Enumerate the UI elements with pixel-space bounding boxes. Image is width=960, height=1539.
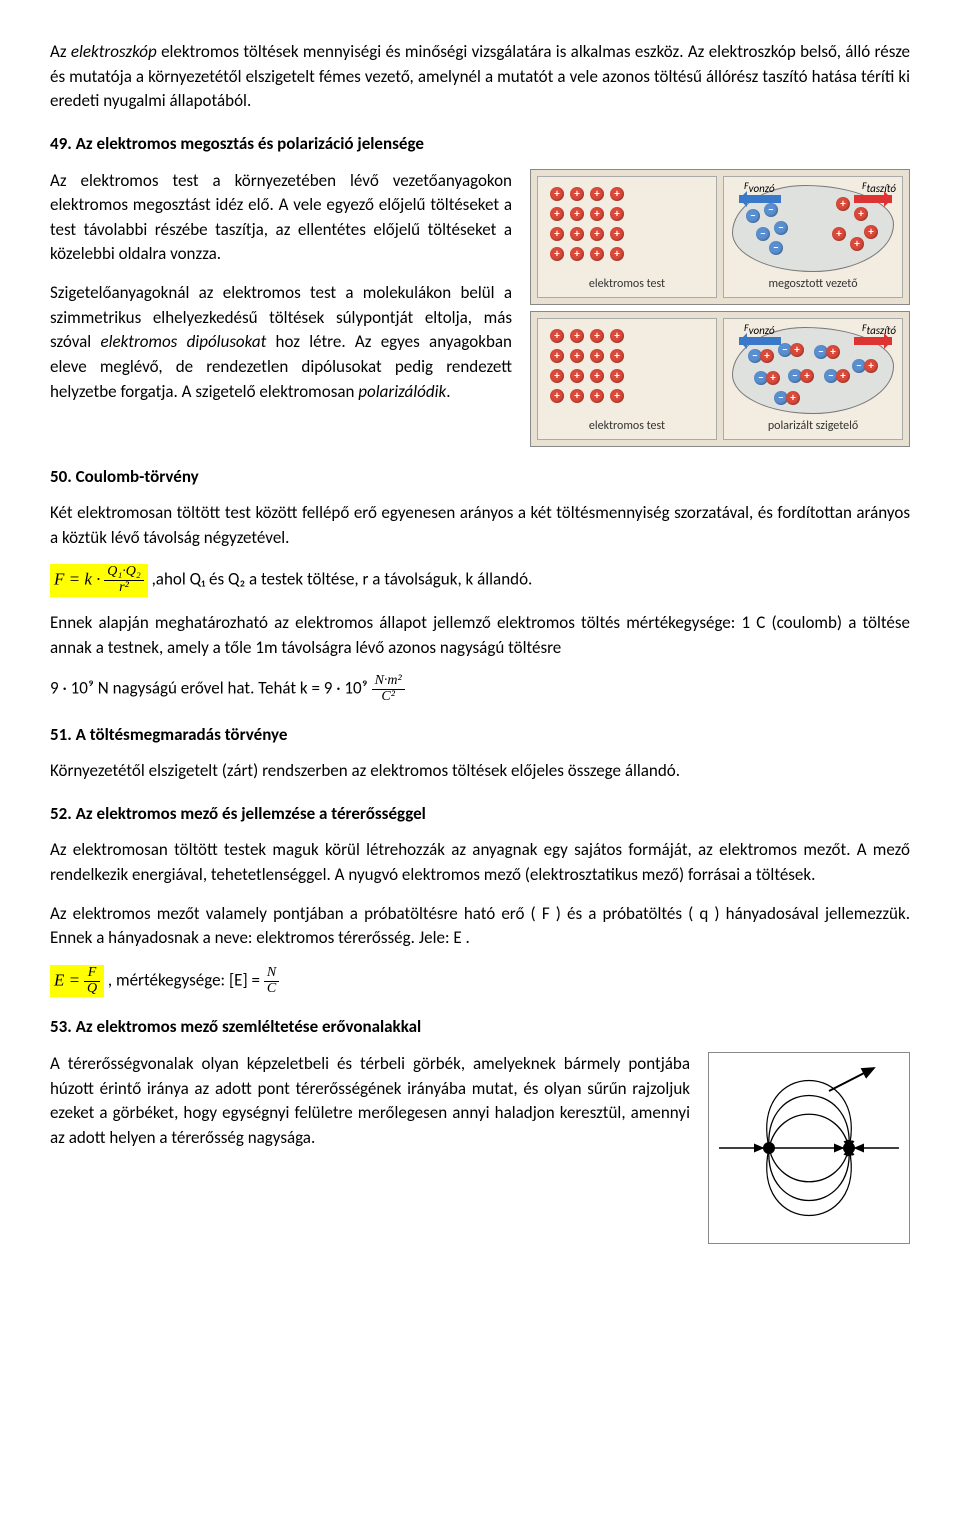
intro-paragraph: Az elektroszkóp elektromos töltések menn… — [50, 40, 910, 114]
heading-50: 50. Coulomb-törvény — [50, 465, 910, 490]
s51-p1: Környezetétől elszigetelt (zárt) rendsze… — [50, 759, 910, 784]
s53-p1: A térerősségvonalak olyan képzeletbeli é… — [50, 1052, 690, 1151]
s52-p2: Az elektromos mezőt valamely pontjában a… — [50, 902, 910, 951]
fig49-bot-left: + + + + + + + + + + + + + + + + elektrom — [537, 318, 717, 440]
s52-formula-line: E = FQ , mértékegysége: [E] = NC — [50, 965, 910, 997]
efield-formula: E = FQ — [50, 965, 104, 997]
italic-elektroszkop: elektroszkóp — [71, 41, 157, 62]
s50-p4: 9 · 10⁹ N nagyságú erővel hat. Tehát k =… — [50, 674, 910, 704]
s50-p3: Ennek alapján meghatározható az elektrom… — [50, 611, 910, 660]
heading-49: 49. Az elektromos megosztás és polarizác… — [50, 132, 910, 157]
coulomb-formula: F = k · Q₁·Q₂r² — [50, 564, 148, 596]
heading-52: 52. Az elektromos mező és jellemzése a t… — [50, 802, 910, 827]
s49-p1: Az elektromos test a környezetében lévő … — [50, 169, 512, 268]
figure-49: + + + + + + + + + + + + + + + + elektrom — [530, 169, 910, 447]
dipole-field-figure — [708, 1052, 910, 1244]
heading-53: 53. Az elektromos mező szemléltetése erő… — [50, 1015, 910, 1040]
s49-p2: Szigetelőanyagoknál az elektromos test a… — [50, 281, 512, 404]
s52-p1: Az elektromosan töltött testek maguk kör… — [50, 838, 910, 887]
heading-51: 51. A töltésmegmaradás törvénye — [50, 723, 910, 748]
s50-formula-line: F = k · Q₁·Q₂r² ,ahol Q₁ és Q₂ a testek … — [50, 564, 910, 596]
fig49-top-left: + + + + + + + + + + + + + + + + elektrom — [537, 176, 717, 298]
fig49-bot-right: Fvonzó −+ −+ −+ −+ −+ −+ −+ −+ Ftaszító … — [723, 318, 903, 440]
s50-p1: Két elektromosan töltött test között fel… — [50, 501, 910, 550]
fig49-top-right: Fvonzó − − − − − + + + + + Ftaszító mego… — [723, 176, 903, 298]
